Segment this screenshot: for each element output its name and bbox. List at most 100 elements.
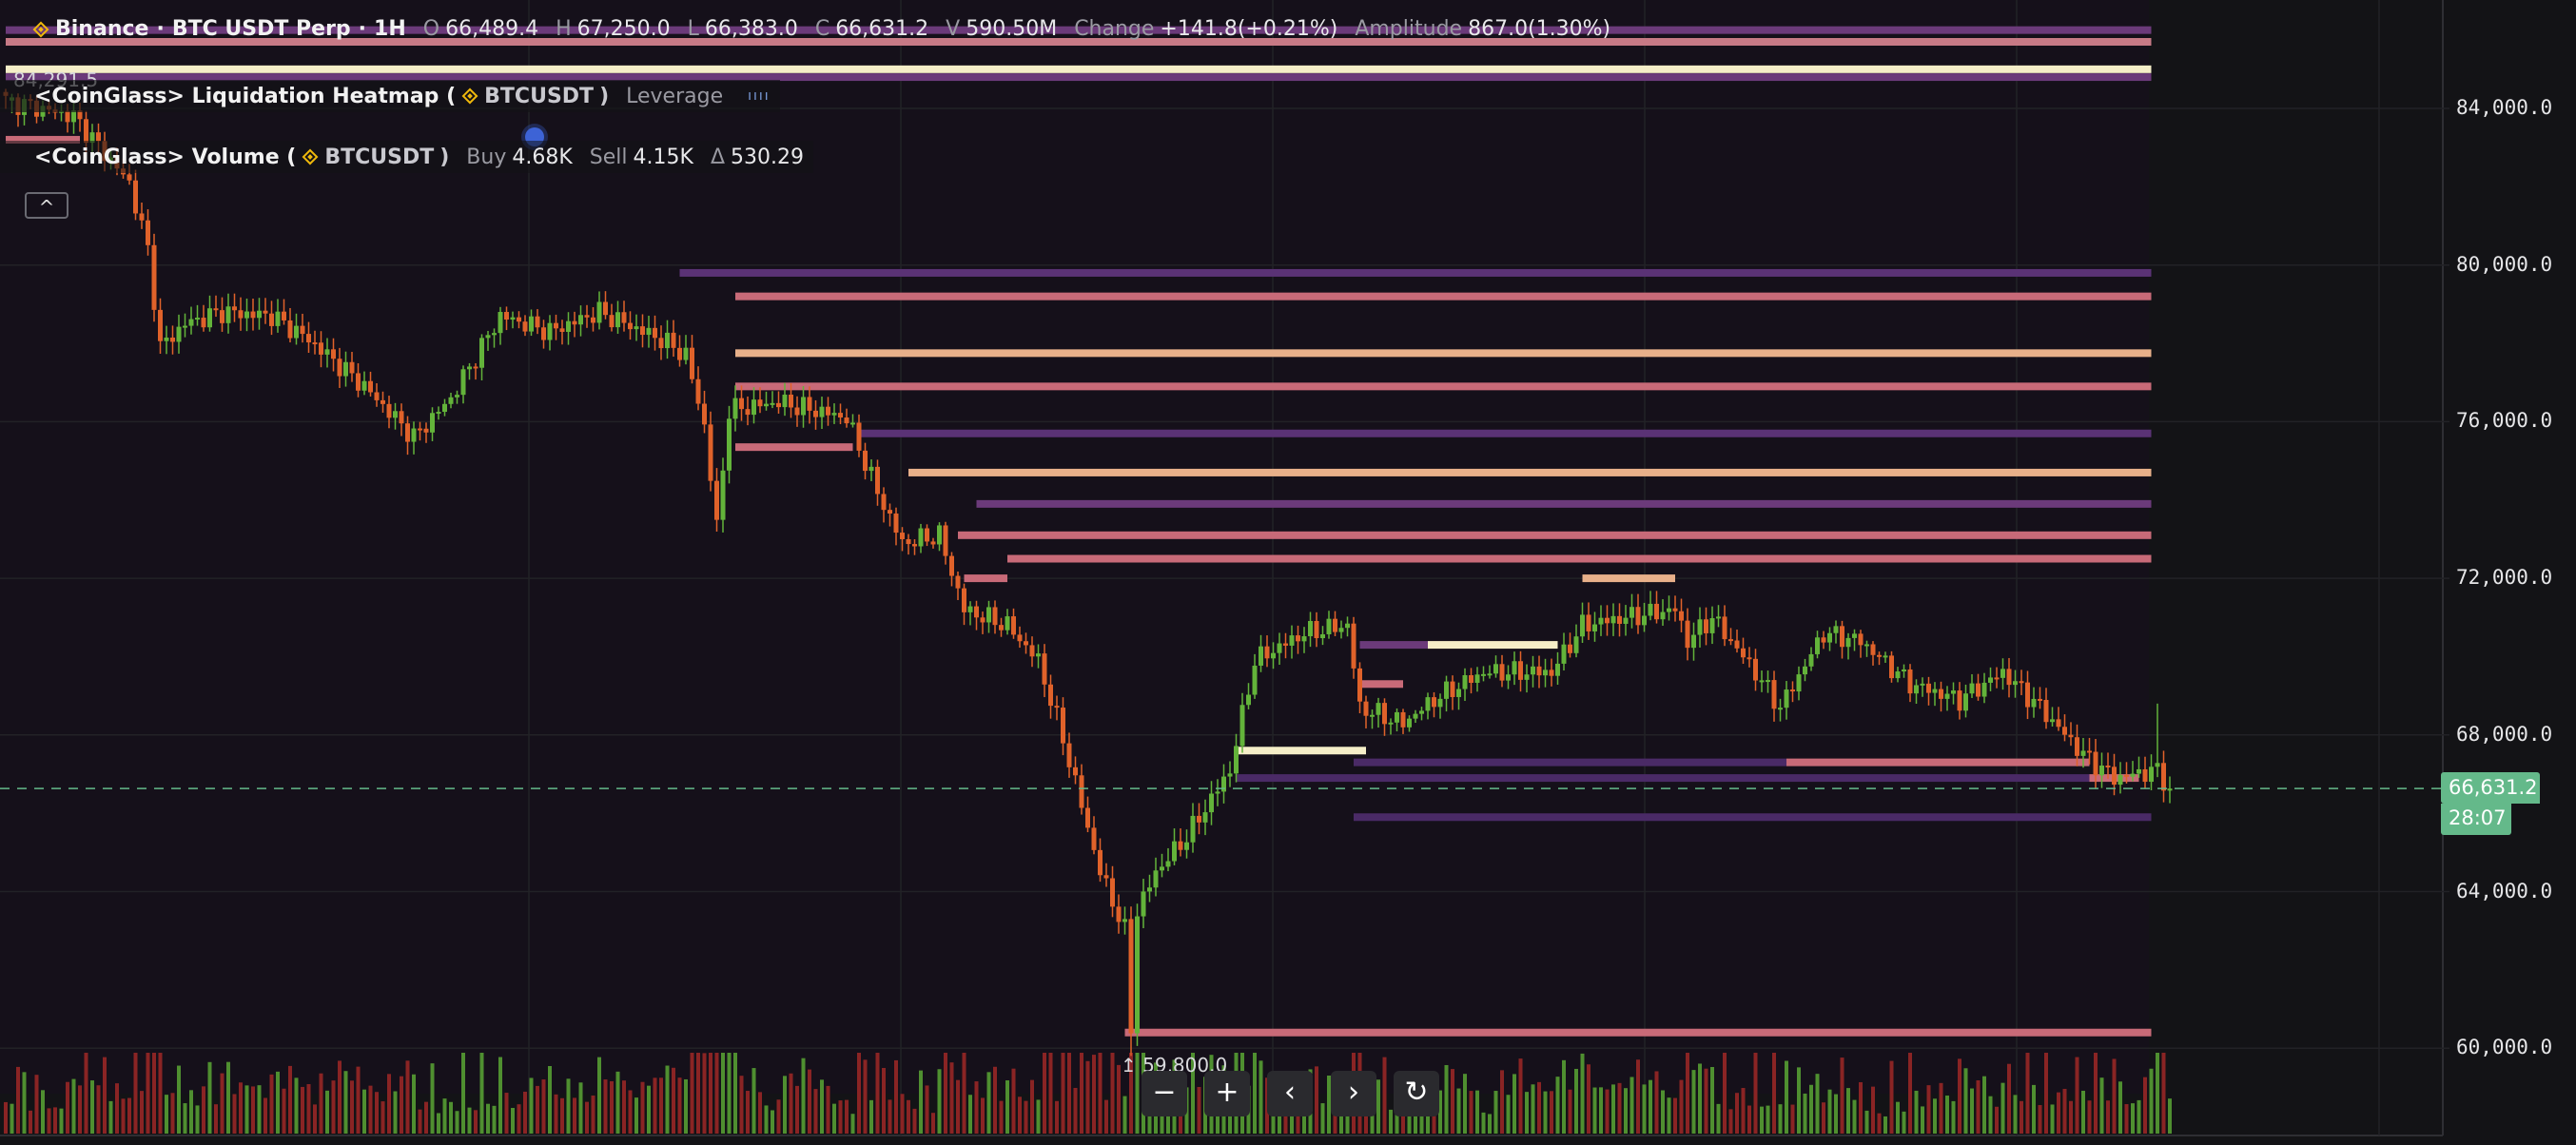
candle-body (225, 306, 231, 323)
volume-indicator-legend[interactable]: <CoinGlass> Volume ( BTCUSDT ) Buy 4.68K … (0, 141, 813, 173)
volume-bar (1463, 1074, 1467, 1134)
candle-body (1370, 714, 1375, 717)
candle-body (813, 410, 818, 417)
candle-body (1709, 618, 1715, 633)
volume-bar (1951, 1100, 1956, 1134)
candle-body (1054, 706, 1060, 708)
candle-body (1011, 616, 1016, 635)
candle-body (980, 617, 986, 623)
collapse-legend-button[interactable]: ^ (25, 192, 68, 219)
candle-body (1808, 653, 1814, 667)
candle-body (1722, 616, 1727, 640)
volume-bar (2106, 1100, 2110, 1134)
volume-bar (981, 1097, 985, 1134)
candle-body (794, 407, 800, 416)
volume-bar (313, 1104, 317, 1134)
volume-bar (343, 1071, 348, 1134)
volume-bar (1970, 1088, 1974, 1134)
candle-body (1586, 614, 1591, 631)
candle-body (2093, 751, 2098, 776)
symbol-legend[interactable]: Binance · BTC USDT Perp · 1H O 66,489.4 H… (27, 17, 1610, 41)
candle-body (690, 347, 694, 379)
volume-bar (269, 1074, 274, 1134)
volume-bar (999, 1100, 1004, 1134)
candle-body (1042, 653, 1047, 685)
volume-bar (2137, 1099, 2141, 1134)
volume-bar (894, 1059, 898, 1134)
volume-bar (405, 1060, 410, 1134)
candle-body (554, 322, 558, 329)
volume-bar (282, 1088, 286, 1134)
candle-body (1395, 711, 1399, 723)
candle-body (1221, 776, 1226, 792)
candle-body (1969, 683, 1975, 694)
volume-bar (1673, 1097, 1677, 1134)
volume-bar (1679, 1079, 1684, 1134)
volume-bar (1772, 1053, 1776, 1134)
candle-body (176, 326, 182, 342)
candle-body (1870, 644, 1876, 655)
volume-bar (789, 1073, 793, 1134)
volume-bar (1005, 1080, 1009, 1134)
volume-bar (467, 1107, 472, 1134)
scroll-right-button[interactable]: › (1331, 1071, 1376, 1116)
candle-body (455, 395, 459, 398)
volume-bar (2149, 1068, 2154, 1134)
volume-bar (418, 1109, 422, 1134)
candle-body (485, 335, 491, 339)
volume-bar (121, 1098, 126, 1134)
volume-bar (375, 1092, 379, 1134)
reset-chart-button[interactable]: ↻ (1394, 1071, 1439, 1116)
zoom-out-button[interactable]: − (1142, 1071, 1187, 1116)
candle-body (269, 313, 274, 326)
liquidation-heatmap (6, 26, 2152, 1037)
volume-bar (2020, 1100, 2023, 1134)
volume-bar (387, 1074, 391, 1134)
candle-body (1301, 636, 1307, 642)
sell-value: 4.15K (633, 145, 693, 169)
volume-bar (276, 1071, 280, 1134)
candle-body (888, 510, 892, 514)
candle-body (1264, 646, 1270, 659)
volume-bar (47, 1108, 51, 1134)
candle-body (1499, 664, 1505, 681)
candle-body (238, 310, 244, 319)
y-tick-label: 64,000.0 (2456, 879, 2553, 902)
volume-bar (146, 1053, 150, 1134)
zoom-in-button[interactable]: + (1204, 1071, 1250, 1116)
volume-bar (1710, 1066, 1714, 1134)
volume-bar (672, 1067, 675, 1134)
candle-body (399, 411, 404, 424)
volume-bar (1283, 1099, 1288, 1134)
candle-body (1388, 722, 1394, 725)
y-tick-label: 68,000.0 (2456, 722, 2553, 746)
candle-body (250, 311, 256, 319)
volume-bar (1525, 1092, 1529, 1134)
volume-bar (1382, 1057, 1387, 1134)
volume-bar (573, 1097, 576, 1134)
candle-body (312, 342, 318, 345)
candle-body (658, 338, 664, 349)
heatmap-title: <CoinGlass> Liquidation Heatmap ( (34, 84, 457, 108)
candle-body (547, 322, 553, 340)
candle-body (1642, 615, 1647, 626)
volume-bar (152, 1053, 156, 1134)
plot-background (0, 0, 2444, 1136)
candle-body (2080, 750, 2086, 756)
volume-bar (1921, 1106, 1924, 1134)
candle-body (1320, 633, 1325, 639)
candle-body (1338, 628, 1344, 632)
heatmap-band (908, 468, 2152, 476)
volume-bar (1642, 1084, 1647, 1134)
volume-bar (2131, 1103, 2135, 1134)
scroll-left-button[interactable]: ‹ (1267, 1071, 1313, 1116)
candle-body (2155, 763, 2160, 767)
heatmap-indicator-legend[interactable]: <CoinGlass> Liquidation Heatmap ( BTCUSD… (0, 80, 780, 112)
volume-bar (1636, 1059, 1640, 1134)
candle-body (974, 606, 979, 618)
volume-bar (850, 1114, 855, 1134)
volume-bar (1110, 1053, 1115, 1134)
volume-bar (455, 1111, 459, 1134)
candle-body (1314, 620, 1319, 639)
